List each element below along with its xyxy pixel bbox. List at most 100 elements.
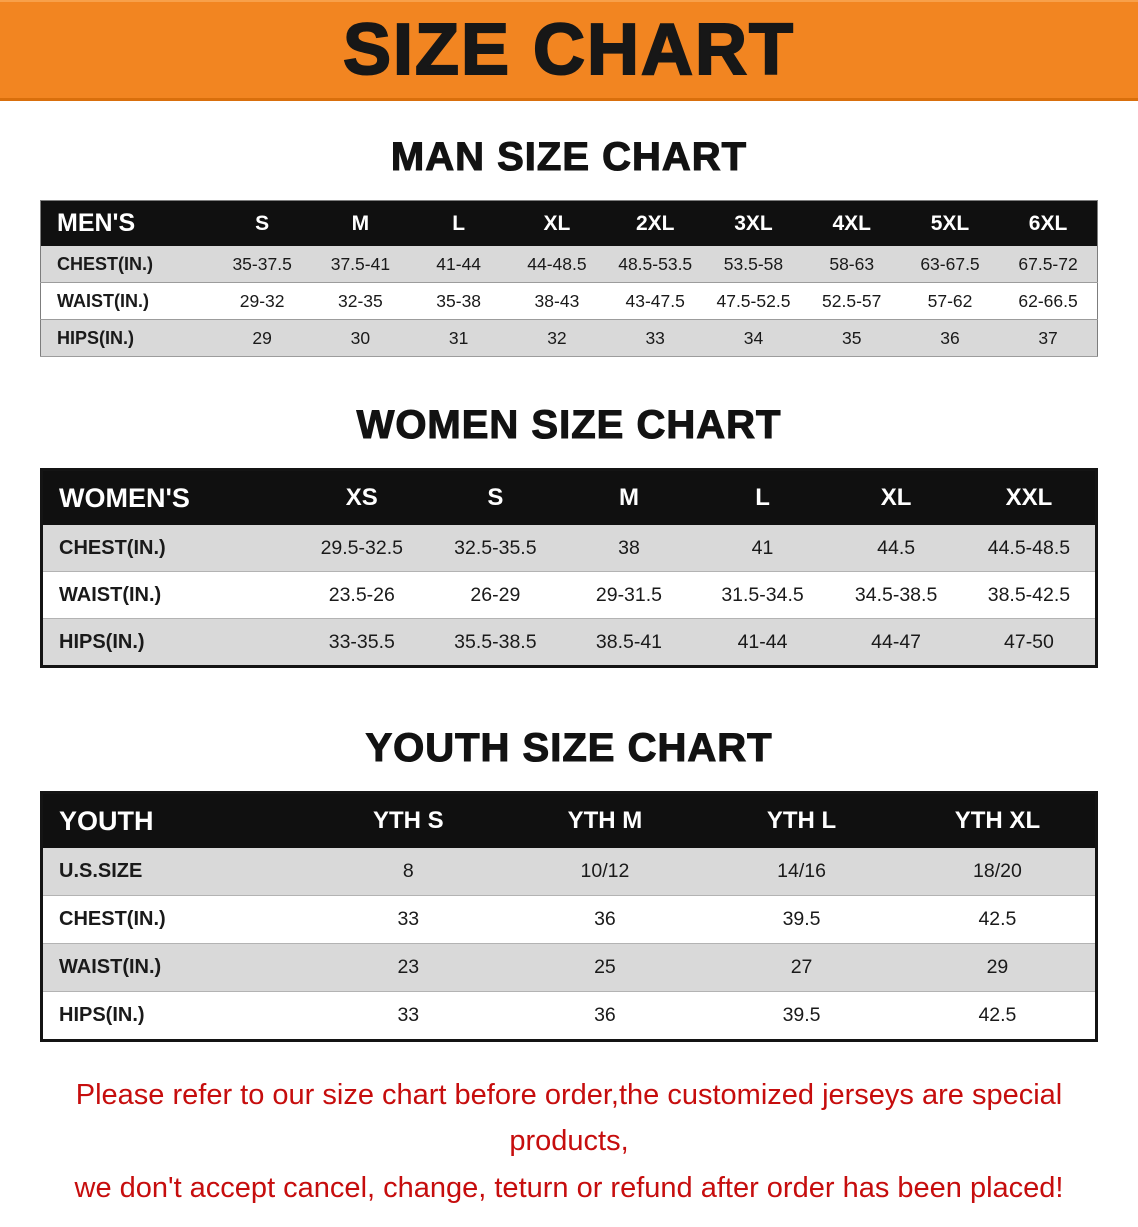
- size-column-header: M: [311, 200, 410, 246]
- size-column-header: YTH L: [703, 792, 900, 848]
- table-row: WAIST(IN.) 23.5-26 26-29 29-31.5 31.5-34.5 34…: [41, 571, 1097, 619]
- size-value-cell: 27: [790, 956, 813, 978]
- table-row: HIPS(IN.) 29 30 31 32 33 34 35 36 37: [40, 319, 1098, 357]
- size-value-cell: 47-50: [1004, 630, 1054, 653]
- size-column-header: L: [695, 469, 830, 525]
- size-value-cell: 25: [594, 956, 616, 978]
- table-title-cell: WOMEN'S: [41, 469, 295, 525]
- size-value-cell: 32-35: [338, 290, 383, 311]
- size-value-cell: 33: [397, 1004, 420, 1026]
- size-value-cell: 23.5-26: [328, 583, 395, 606]
- size-value-cell: 36: [594, 1004, 616, 1026]
- row-label-cell: HIPS(IN.): [59, 1004, 145, 1026]
- size-value-cell: 33-35.5: [328, 630, 395, 653]
- size-value-cell: 26-29: [470, 583, 521, 606]
- size-value-cell: 67.5-72: [1018, 253, 1078, 274]
- size-value-cell: 29-31.5: [595, 583, 663, 606]
- size-value-cell: 44-48.5: [527, 253, 587, 274]
- footer-notice: Please refer to our size chart before or…: [21, 1072, 1117, 1211]
- table-header-row: YOUTH YTH S YTH M YTH L YTH XL: [41, 792, 1097, 848]
- size-value-cell: 47.5-52.5: [716, 290, 791, 311]
- size-value-cell: 8: [402, 860, 414, 882]
- size-column-header: L: [409, 200, 508, 246]
- size-value-cell: 31: [448, 327, 469, 348]
- size-value-cell: 34: [743, 327, 764, 348]
- size-value-cell: 43-47.5: [625, 290, 685, 311]
- size-value-cell: 39.5: [782, 1004, 821, 1026]
- size-column-header: 4XL: [802, 200, 901, 246]
- size-value-cell: 44-47: [871, 630, 922, 653]
- size-value-cell: 37.5-41: [330, 253, 391, 274]
- size-value-cell: 32: [547, 327, 567, 348]
- size-value-cell: 41-44: [737, 630, 788, 653]
- size-value-cell: 38: [618, 536, 640, 559]
- size-column-header: 3XL: [704, 200, 803, 246]
- section-men: MAN SIZE CHART MEN'S S M L XL 2XL 3XL 4XL 5XL 6XL…: [0, 134, 1138, 357]
- page-title: SIZE CHART: [342, 10, 795, 90]
- size-value-cell: 36: [594, 908, 616, 930]
- size-value-cell: 42.5: [978, 908, 1017, 930]
- size-value-cell: 39.5: [782, 908, 821, 930]
- row-label-cell: CHEST(IN.): [59, 536, 166, 559]
- row-label-cell: CHEST(IN.): [57, 253, 153, 274]
- size-value-cell: 35-37.5: [232, 253, 292, 274]
- size-value-cell: 34.5-38.5: [854, 583, 938, 606]
- size-value-cell: 37: [1038, 327, 1058, 348]
- row-label-cell: WAIST(IN.): [57, 290, 149, 311]
- size-value-cell: 44.5-48.5: [987, 536, 1071, 559]
- row-label-cell: WAIST(IN.): [59, 583, 162, 606]
- size-value-cell: 41-44: [436, 253, 482, 274]
- size-value-cell: 18/20: [973, 860, 1022, 882]
- size-column-header: XS: [295, 469, 429, 525]
- table-row: CHEST(IN.) 33 36 39.5 42.5: [41, 895, 1097, 944]
- size-value-cell: 32.5-35.5: [454, 536, 537, 559]
- youth-size-table: YOUTH YTH S YTH M YTH L YTH XL U.S.SIZE 8 10/12…: [40, 791, 1098, 1042]
- size-value-cell: 63-67.5: [920, 253, 980, 274]
- size-value-cell: 35.5-38.5: [454, 630, 537, 653]
- table-title-cell: MEN'S: [40, 200, 213, 246]
- size-column-header: 5XL: [900, 200, 1000, 246]
- table-row: CHEST(IN.) 35-37.5 37.5-41 41-44 44-48.5 48.5…: [40, 246, 1098, 283]
- size-column-header: S: [213, 200, 312, 246]
- size-value-cell: 31.5-34.5: [721, 583, 804, 606]
- size-value-cell: 35: [841, 327, 862, 348]
- row-label-cell: HIPS(IN.): [57, 327, 135, 348]
- size-column-header: XXL: [962, 469, 1097, 525]
- size-column-header: YTH S: [310, 792, 507, 848]
- size-value-cell: 48.5-53.5: [618, 253, 693, 274]
- size-column-header: YTH M: [506, 792, 704, 848]
- size-value-cell: 29.5-32.5: [320, 536, 403, 559]
- size-value-cell: 38.5-42.5: [987, 583, 1071, 606]
- size-column-header: 2XL: [606, 200, 705, 246]
- section-women: WOMEN SIZE CHART WOMEN'S XS S M L XL XXL CHEST(…: [0, 402, 1138, 668]
- size-value-cell: 33: [397, 908, 420, 930]
- size-value-cell: 29: [986, 956, 1009, 978]
- table-row: WAIST(IN.) 29-32 32-35 35-38 38-43 43-47.5 47.…: [40, 282, 1098, 320]
- size-value-cell: 42.5: [978, 1004, 1017, 1026]
- size-column-header: YTH XL: [899, 792, 1097, 848]
- size-value-cell: 35-38: [436, 290, 482, 311]
- size-value-cell: 44.5: [877, 536, 916, 559]
- size-value-cell: 62-66.5: [1018, 290, 1078, 311]
- size-column-header: XL: [829, 469, 963, 525]
- size-value-cell: 53.5-58: [723, 253, 784, 274]
- women-size-table: WOMEN'S XS S M L XL XXL CHEST(IN.) 29.5-32.5 32.5…: [40, 468, 1098, 668]
- women-section-heading: WOMEN SIZE CHART: [356, 402, 782, 447]
- banner: SIZE CHART: [0, 0, 1138, 101]
- table-header-row: WOMEN'S XS S M L XL XXL: [41, 469, 1097, 525]
- size-value-cell: 38.5-41: [595, 630, 663, 653]
- size-value-cell: 38-43: [534, 290, 580, 311]
- row-label-cell: HIPS(IN.): [59, 630, 145, 653]
- men-section-heading: MAN SIZE CHART: [390, 134, 748, 179]
- notice-line-2: we don't accept cancel, change, teturn o…: [74, 1171, 1064, 1204]
- row-label-cell: U.S.SIZE: [59, 860, 143, 882]
- table-row: HIPS(IN.) 33 36 39.5 42.5: [41, 991, 1097, 1041]
- size-value-cell: 10/12: [580, 860, 630, 882]
- table-title-cell: YOUTH: [41, 792, 310, 848]
- size-column-header: XL: [507, 200, 607, 246]
- size-value-cell: 30: [350, 327, 371, 348]
- table-header-row: MEN'S S M L XL 2XL 3XL 4XL 5XL 6XL: [40, 200, 1098, 246]
- table-row: U.S.SIZE 8 10/12 14/16 18/20: [41, 848, 1097, 896]
- table-row: WAIST(IN.) 23 25 27 29: [41, 943, 1097, 992]
